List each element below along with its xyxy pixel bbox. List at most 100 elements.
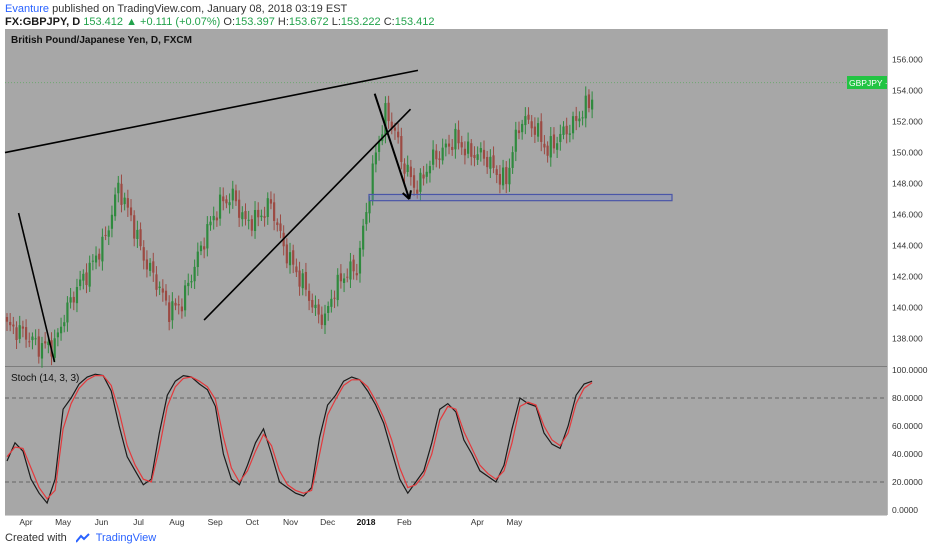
candle-body [37, 336, 40, 357]
candle-body [164, 290, 168, 301]
publisher-line: Evanture published on TradingView.com, J… [5, 3, 347, 15]
trend-drawings[interactable] [4, 69, 673, 363]
candle-body [63, 322, 66, 327]
candle-body [241, 212, 244, 220]
candle-body [12, 324, 15, 327]
candle-body [358, 247, 362, 274]
candle-body [40, 343, 44, 359]
high-label: H: [277, 16, 289, 28]
time-tick-label: Aug [169, 517, 184, 527]
candle-body [253, 210, 257, 232]
candle-body [234, 190, 238, 202]
candle-body [486, 156, 489, 168]
author-link[interactable]: Evanture [5, 3, 50, 15]
candle-body [206, 224, 209, 249]
candle-body [352, 259, 355, 272]
candle-body [330, 298, 333, 307]
candle-body [276, 222, 279, 226]
candle-body [59, 326, 63, 334]
candle-body [56, 332, 59, 338]
candle-body [168, 302, 171, 322]
ticker-label: FX:GBPJPY, D [5, 16, 81, 28]
time-tick-label: Nov [283, 517, 299, 527]
candle-body [556, 143, 559, 150]
price-tick-label: 152.000 [892, 117, 923, 127]
candle-body [139, 229, 142, 247]
candle-body [482, 149, 486, 159]
candle-body [85, 272, 88, 286]
candle-body [247, 219, 250, 221]
candle-body [501, 167, 505, 186]
candle-body [508, 167, 511, 185]
candle-body [473, 155, 476, 159]
candle-body [301, 273, 304, 289]
tradingview-logo-icon [75, 533, 90, 543]
candle-body [546, 145, 549, 156]
candle-body [308, 290, 311, 301]
candle-body [9, 321, 12, 326]
candle-body [511, 152, 514, 168]
candle-body [428, 166, 432, 174]
candle-body [327, 306, 330, 313]
stoch-d-line [6, 375, 593, 500]
candle-body [203, 246, 206, 250]
price-badge [847, 76, 887, 89]
tradingview-brand-link[interactable]: TradingView [95, 532, 157, 544]
candle-body [110, 214, 114, 229]
candle-body [578, 118, 581, 122]
price-axis[interactable] [887, 29, 932, 515]
support-zone-rectangle[interactable] [368, 193, 673, 202]
candle-body [212, 215, 215, 221]
stoch-tick-label: 60.0000 [892, 421, 923, 431]
candle-body [355, 273, 358, 276]
candle-body [349, 261, 352, 280]
footer: Created with TradingView [5, 532, 156, 544]
close-label: C: [383, 16, 395, 28]
candle-body [260, 215, 263, 218]
candle-body [393, 127, 397, 131]
candle-body [470, 143, 473, 157]
created-with-label: Created with [5, 532, 67, 544]
candle-body [467, 141, 470, 154]
candle-body [79, 279, 82, 287]
time-tick-label: Jun [95, 517, 109, 527]
high-value: 153.672 [288, 16, 329, 28]
candle-body [250, 219, 253, 231]
candle-body [438, 158, 441, 160]
candle-body [540, 121, 543, 142]
candle-body [412, 175, 416, 188]
price-tick-label: 140.000 [892, 303, 923, 313]
trend-line[interactable] [17, 212, 56, 363]
time-axis-ticks[interactable]: AprMayJunJulAugSepOctNovDec2018FebMarApr… [0, 517, 523, 527]
candle-body [581, 117, 584, 119]
candle-body [180, 306, 183, 312]
candle-body [18, 325, 21, 339]
candle-body [527, 114, 530, 120]
candle-body [279, 223, 282, 232]
candle-body [521, 123, 524, 133]
forecast-arrow-line[interactable] [373, 93, 411, 200]
candle-body [5, 317, 9, 322]
candle-body [346, 276, 349, 278]
candle-body [101, 236, 104, 262]
trend-line[interactable] [4, 69, 419, 154]
candle-body [454, 128, 457, 150]
candle-body [44, 341, 47, 344]
trend-line[interactable] [203, 108, 412, 321]
candle-body [425, 171, 428, 177]
candle-body [441, 147, 444, 161]
candle-body [298, 270, 301, 287]
candle-body [66, 302, 69, 323]
candle-body [225, 199, 228, 204]
time-tick-label: Oct [246, 517, 260, 527]
candle-body [517, 130, 521, 134]
candle-body [514, 129, 517, 152]
open-label: O: [223, 16, 236, 28]
candle-body [409, 166, 412, 178]
candle-body [568, 133, 571, 135]
candle-body [387, 102, 390, 122]
open-value: 153.397 [235, 16, 275, 28]
candle-body [362, 225, 365, 250]
candle-body [190, 281, 193, 283]
